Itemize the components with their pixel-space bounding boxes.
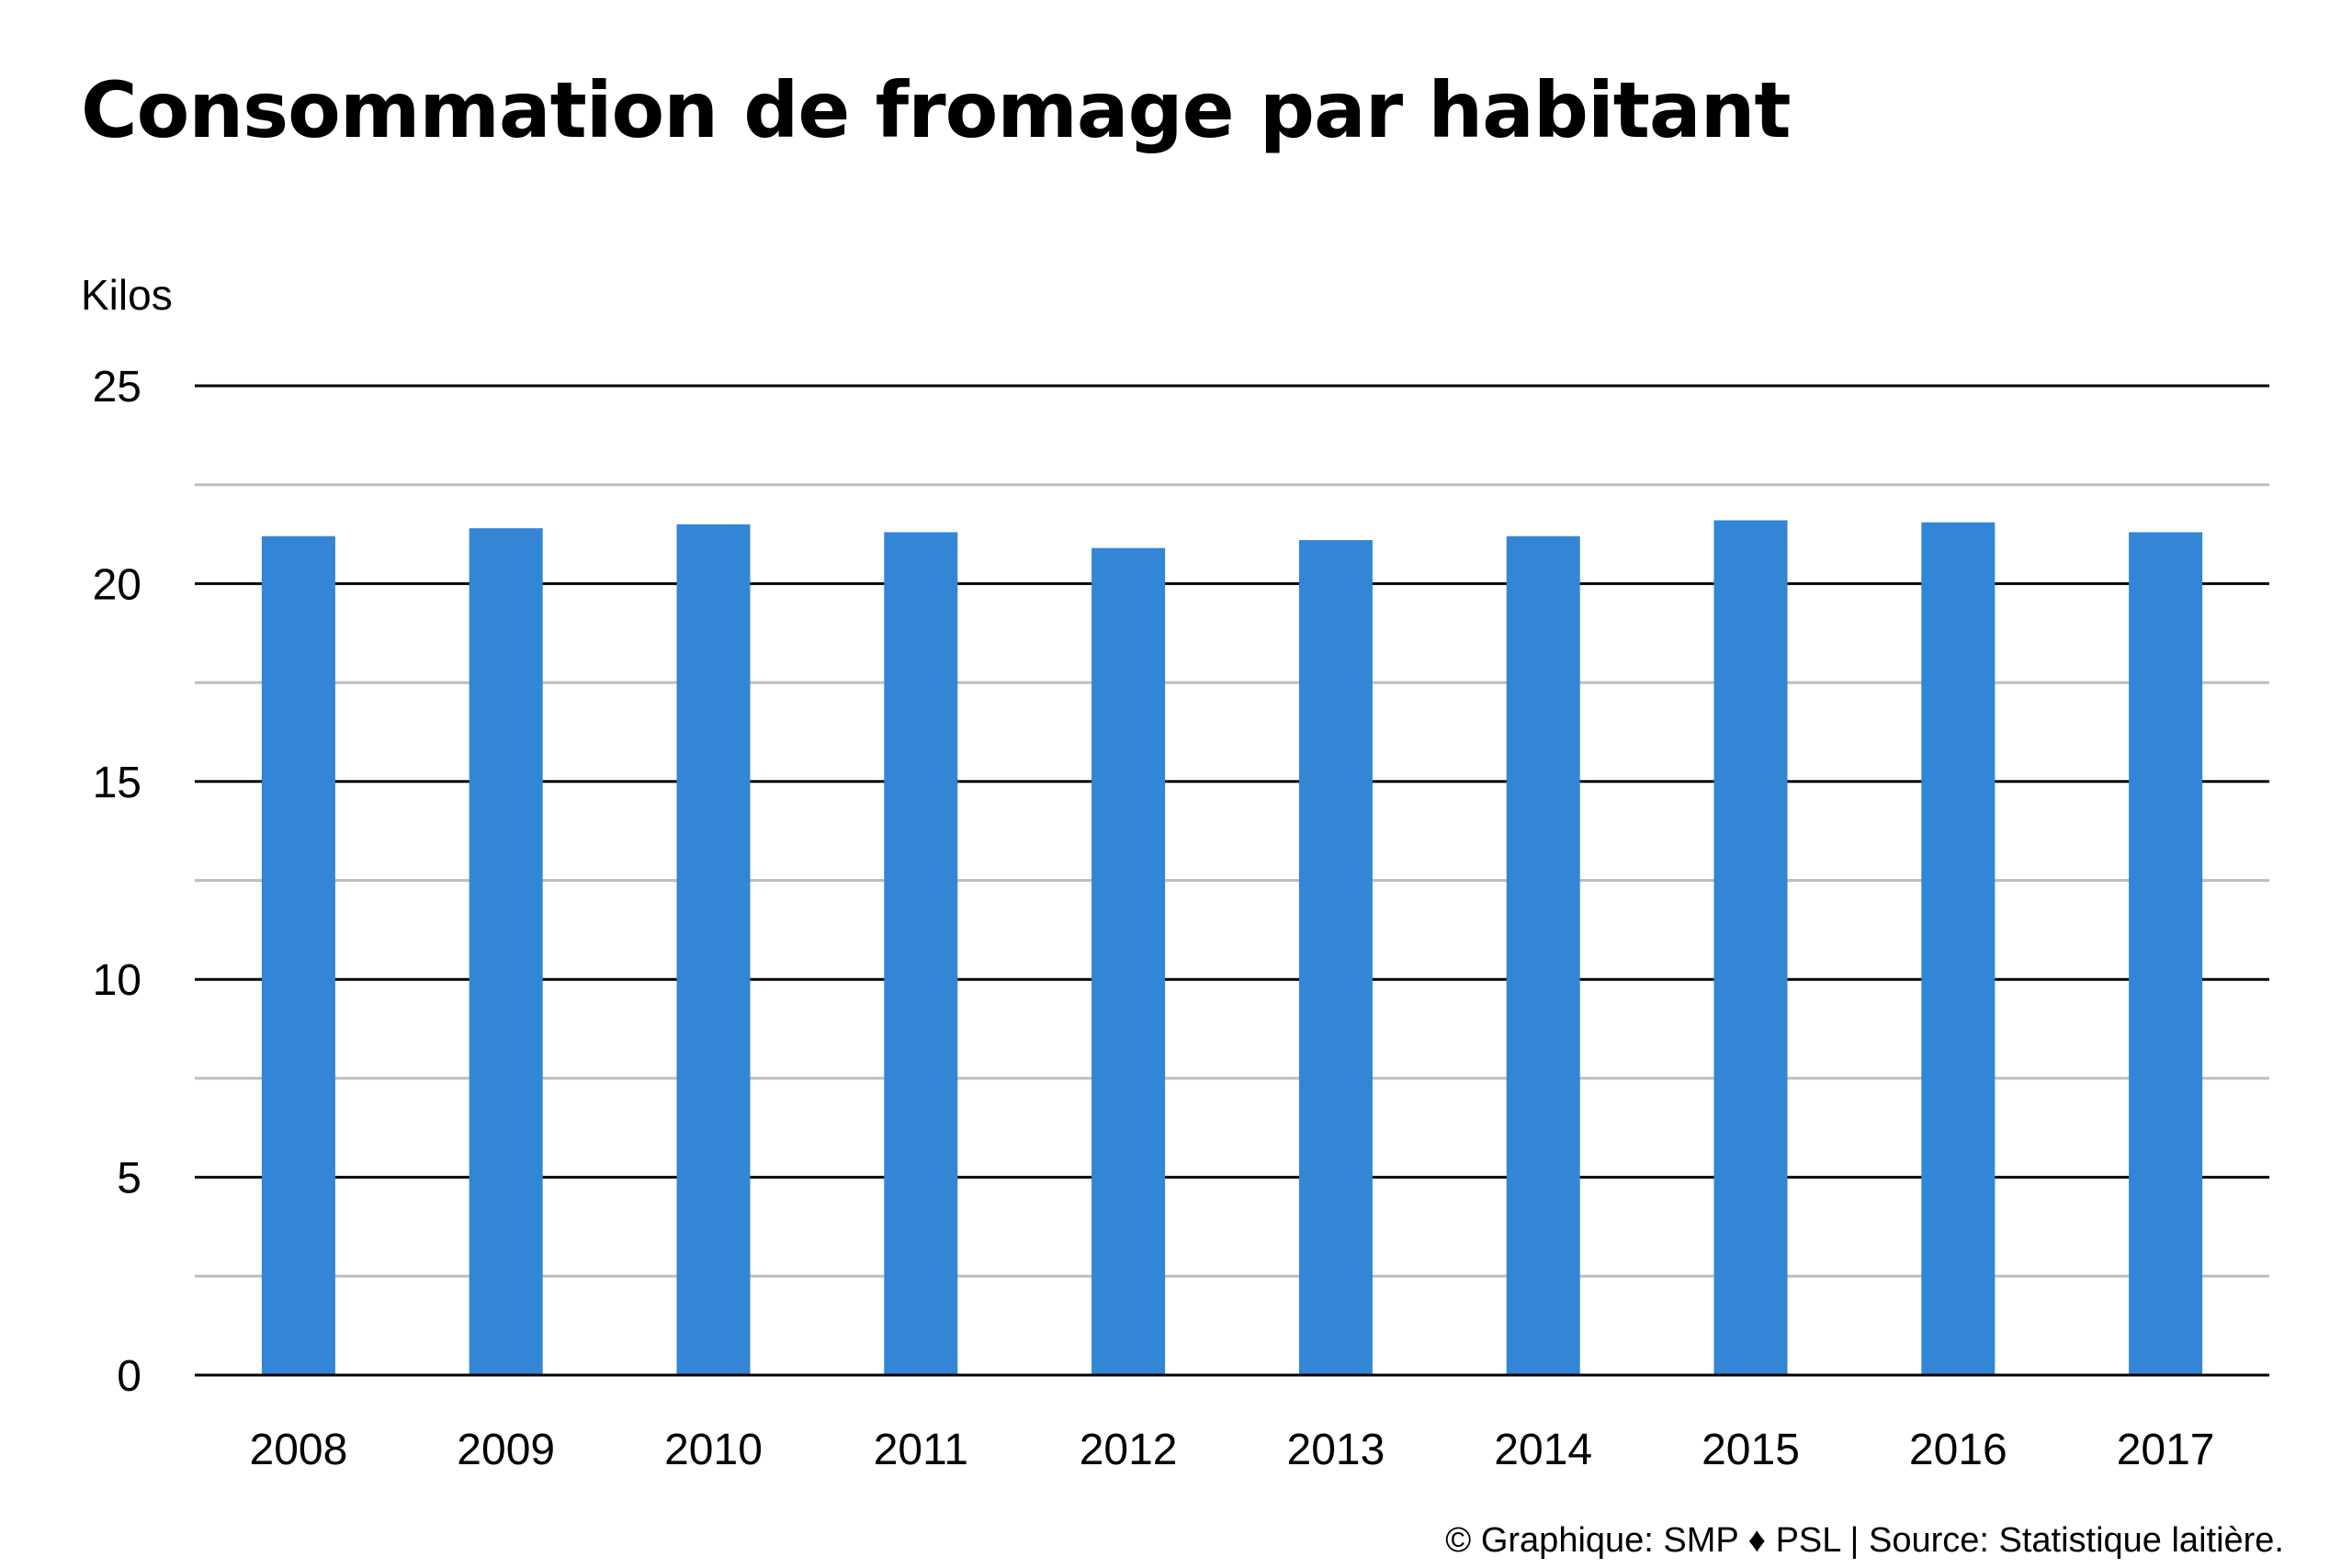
y-axis-ticks: 0 5 10 15 20 25: [93, 363, 141, 1401]
y-tick-label: 5: [117, 1155, 141, 1203]
y-tick-label: 10: [93, 956, 141, 1005]
y-tick-label: 25: [93, 363, 141, 412]
bar: [1506, 536, 1580, 1375]
x-tick-label: 2012: [1080, 1426, 1178, 1474]
x-tick-label: 2013: [1287, 1426, 1385, 1474]
bar: [1713, 520, 1788, 1375]
y-tick-label: 15: [93, 759, 141, 807]
x-tick-label: 2010: [664, 1426, 763, 1474]
bar: [884, 532, 958, 1375]
x-tick-label: 2014: [1494, 1426, 1592, 1474]
x-tick-label: 2009: [457, 1426, 555, 1474]
x-tick-label: 2011: [874, 1426, 968, 1474]
bars: [261, 520, 2203, 1375]
bar: [2129, 532, 2203, 1375]
y-axis-unit-label: Kilos: [81, 271, 173, 319]
x-tick-label: 2008: [250, 1426, 348, 1474]
bar: [469, 528, 543, 1375]
bar: [1921, 522, 1996, 1375]
x-tick-label: 2015: [1702, 1426, 1800, 1474]
x-tick-label: 2016: [1909, 1426, 2007, 1474]
chart-title: Consommation de fromage par habitant: [81, 65, 1792, 155]
bar: [1298, 540, 1373, 1375]
bar: [261, 536, 335, 1375]
x-axis-ticks: 2008 2009 2010 2011 2012 2013 2014 2015 2016 2017: [195, 1373, 2269, 1474]
y-tick-label: 0: [117, 1352, 141, 1401]
x-tick-label: 2017: [2117, 1426, 2215, 1474]
source-credit: © Graphique: SMP ♦ PSL | Source: Statist…: [1445, 1521, 2284, 1560]
y-tick-label: 20: [93, 560, 141, 609]
bar: [676, 524, 751, 1375]
bar: [1091, 547, 1166, 1375]
